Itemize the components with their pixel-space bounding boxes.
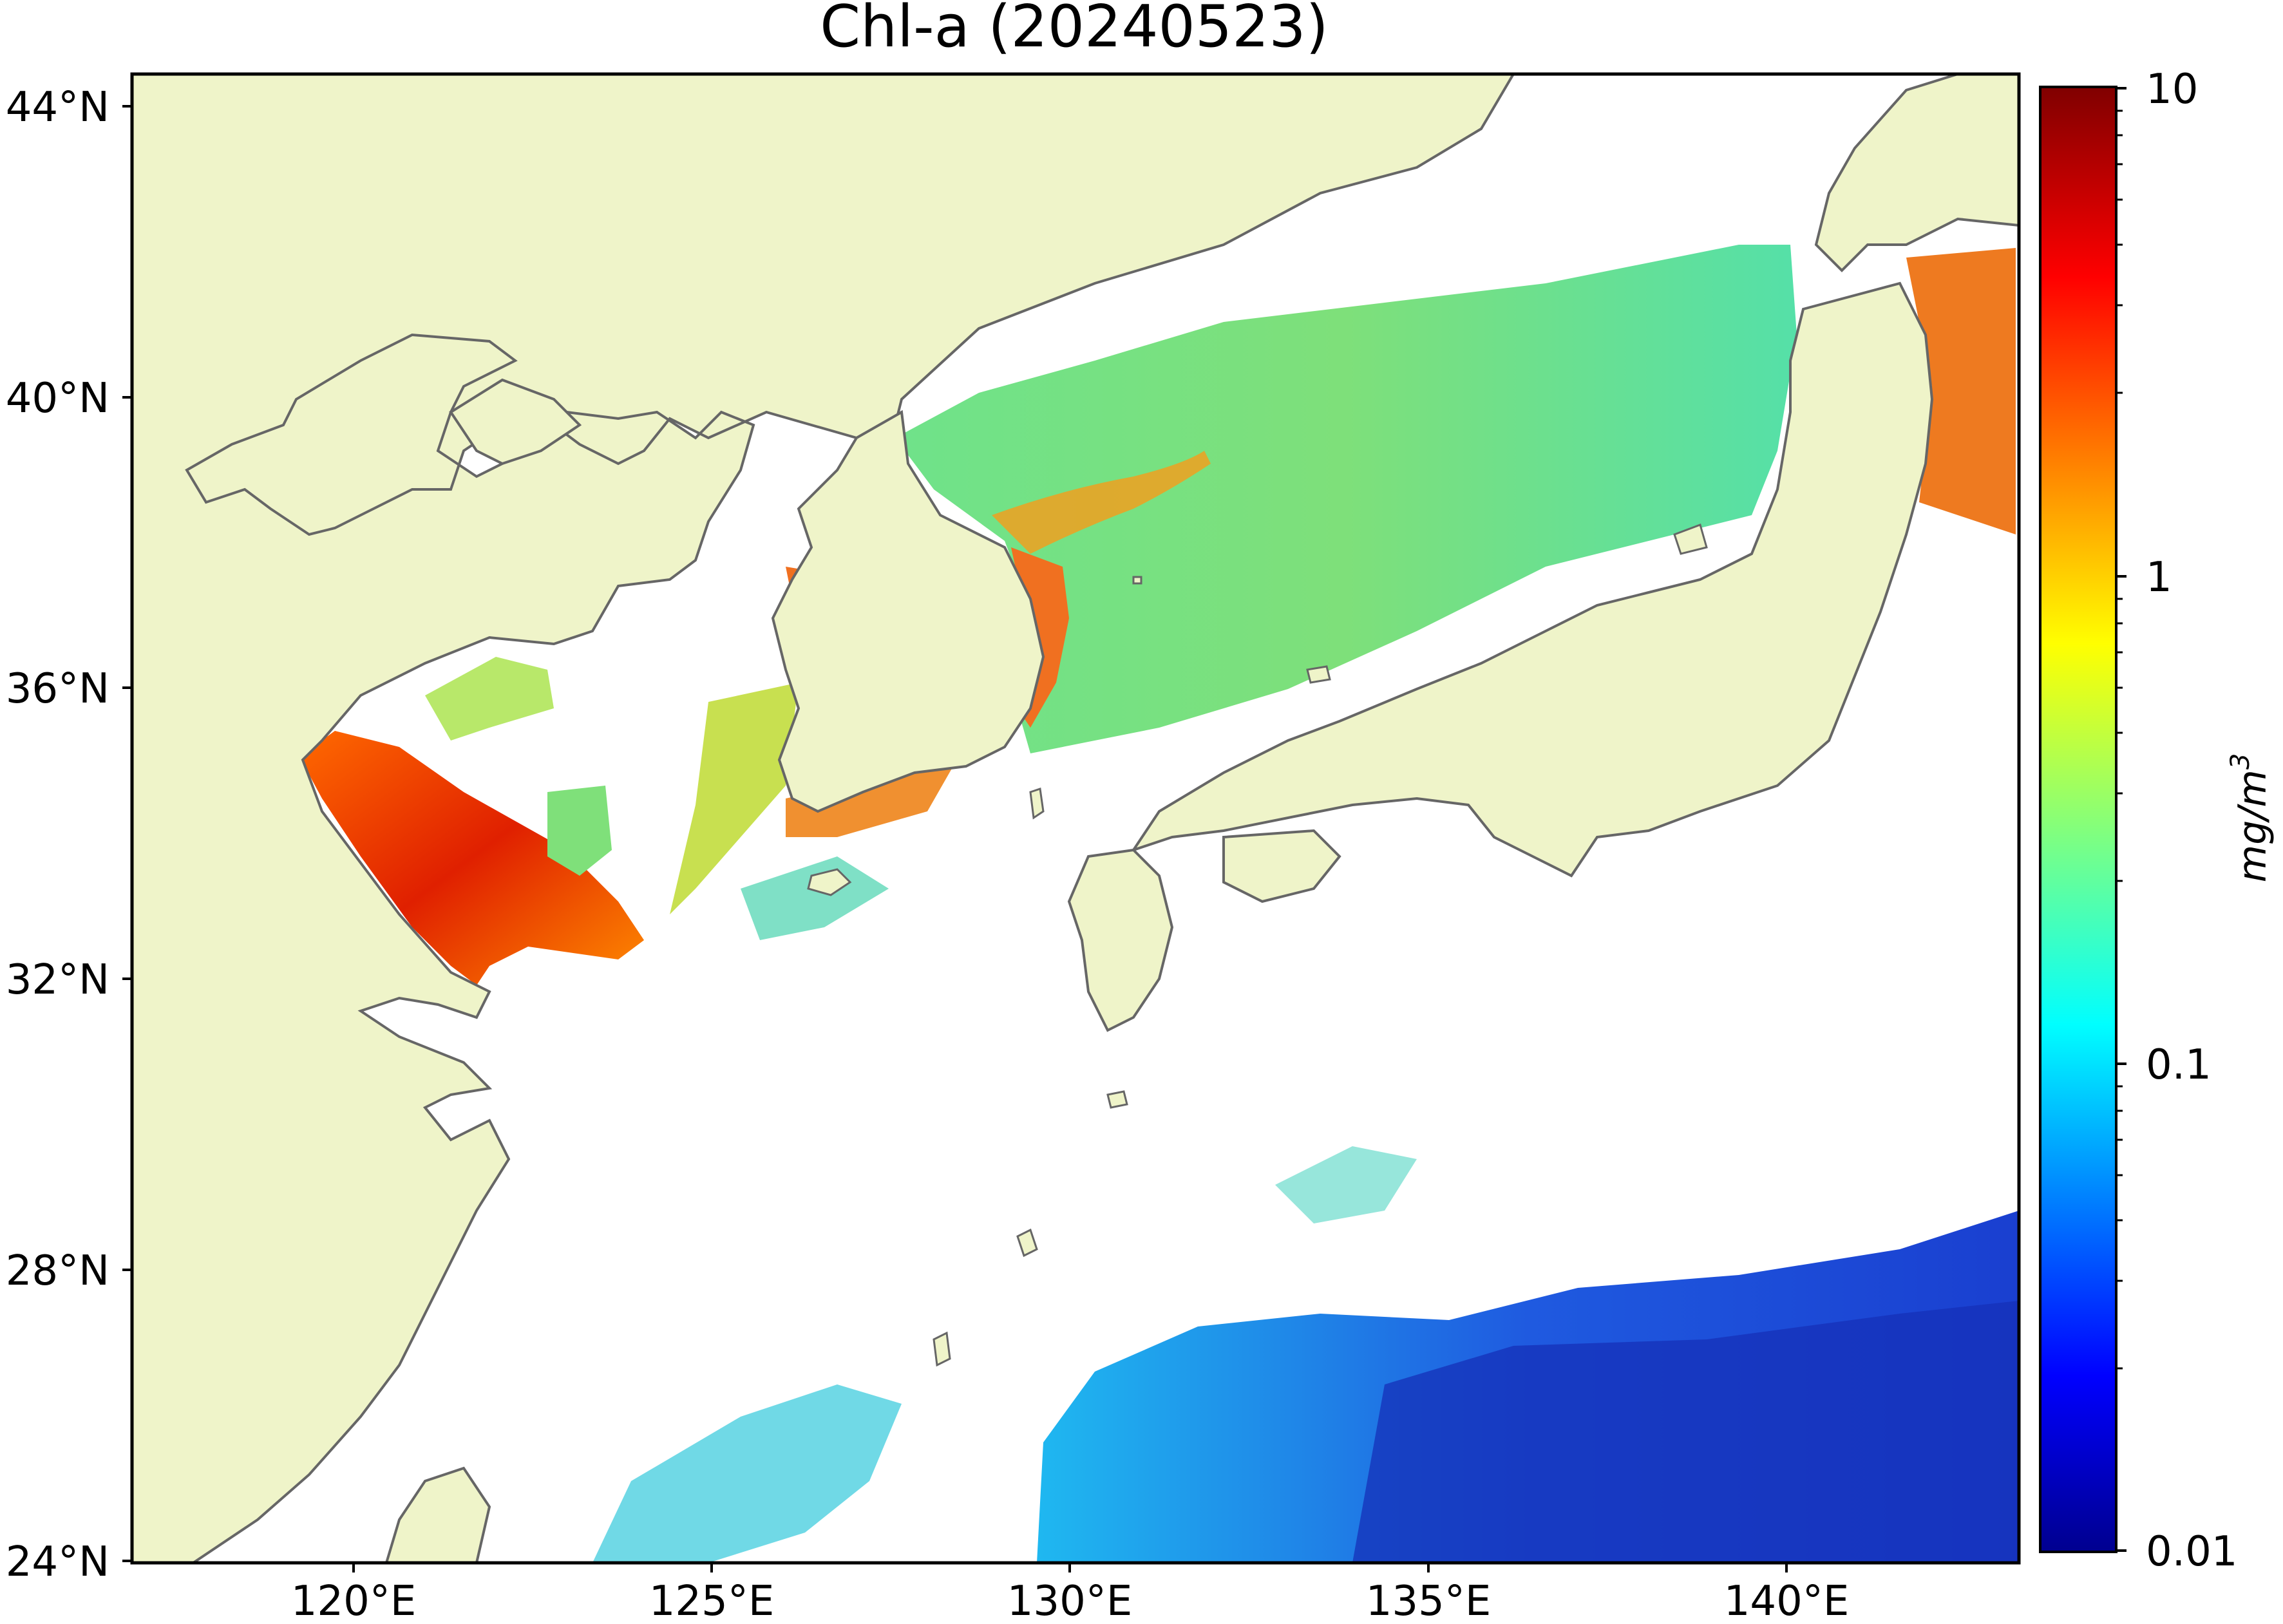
oki-islands xyxy=(1306,665,1331,684)
sado-island xyxy=(1673,524,1708,555)
kyushu xyxy=(1067,848,1174,1032)
colorbar-tick-label: 1 xyxy=(2146,554,2172,601)
ulleung-island xyxy=(1132,576,1142,585)
yakushima xyxy=(1106,1090,1128,1109)
colorbar-tick-label: 10 xyxy=(2146,66,2198,113)
lon-tick-label: 140°E xyxy=(1724,1578,1850,1624)
jeju-island xyxy=(807,868,852,896)
pacific-oligotrophic-core xyxy=(1352,1301,2019,1563)
korean-peninsula xyxy=(771,410,1045,813)
land-layer xyxy=(132,74,2019,1563)
yellow-sea-south-patch xyxy=(547,786,612,876)
taiwan xyxy=(384,1466,491,1563)
yellow-sea-central-patch xyxy=(425,657,554,741)
shikoku xyxy=(1222,829,1341,903)
yellow-sea-coastal-bloom xyxy=(299,731,644,985)
china-mainland xyxy=(132,74,1515,1563)
lat-tick-label: 32°N xyxy=(6,956,109,1004)
tsushima-island xyxy=(1029,788,1045,820)
lon-tick-label: 120°E xyxy=(291,1578,417,1624)
east-sea-bloom-streak xyxy=(992,451,1211,554)
lat-tick-label: 28°N xyxy=(6,1247,109,1295)
kuroshio-scatter xyxy=(1275,1146,1417,1223)
colorbar-gradient xyxy=(2039,86,2117,1553)
colorbar: 10 1 0.1 0.01 mg/m3 xyxy=(2039,66,2275,1576)
hokkaido xyxy=(1814,74,2019,272)
lat-tick-label: 40°N xyxy=(6,375,109,422)
amami-island xyxy=(1016,1228,1038,1258)
east-sea-chl-patch xyxy=(895,245,1797,753)
east-china-sea-scatter xyxy=(741,856,889,940)
colorbar-tick-label: 0.01 xyxy=(2146,1528,2238,1576)
lon-tick-label: 135°E xyxy=(1366,1578,1492,1624)
lat-tick-label: 36°N xyxy=(6,665,109,713)
lon-tick-label: 130°E xyxy=(1007,1578,1133,1624)
southwest-scatter xyxy=(592,1384,902,1563)
okinawa-island xyxy=(933,1331,951,1367)
liaodong-peninsula xyxy=(449,378,582,466)
latitude-axis: 44°N 40°N 36°N 32°N 28°N 24°N xyxy=(6,84,132,1586)
lon-tick-label: 125°E xyxy=(649,1578,775,1624)
map-panel xyxy=(132,74,2019,1563)
map-title: Chl-a (20240523) xyxy=(820,0,1328,61)
lat-tick-label: 44°N xyxy=(6,84,109,131)
colorbar-unit-label: mg/m3 xyxy=(2226,753,2275,883)
lat-tick-label: 24°N xyxy=(6,1538,109,1586)
map-frame xyxy=(130,72,2021,1565)
honshu xyxy=(1130,281,1934,878)
tsugaru-bloom xyxy=(1906,248,2016,534)
korea-south-bloom xyxy=(786,766,953,837)
korea-strait-patch xyxy=(670,683,799,914)
longitude-axis: 120°E 125°E 130°E 135°E 140°E xyxy=(291,1563,1850,1624)
colorbar-tick-label: 0.1 xyxy=(2146,1041,2212,1089)
